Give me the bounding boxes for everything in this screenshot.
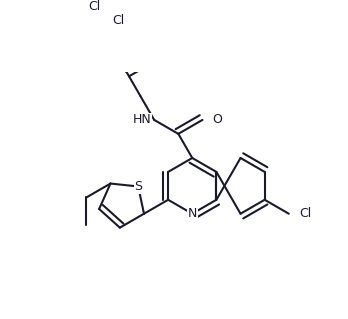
Text: Cl: Cl bbox=[299, 207, 311, 220]
Text: Cl: Cl bbox=[88, 0, 100, 13]
Text: HN: HN bbox=[133, 114, 152, 126]
Text: N: N bbox=[188, 207, 197, 220]
Text: S: S bbox=[134, 180, 142, 193]
Text: Cl: Cl bbox=[112, 14, 124, 26]
Text: O: O bbox=[212, 114, 222, 126]
